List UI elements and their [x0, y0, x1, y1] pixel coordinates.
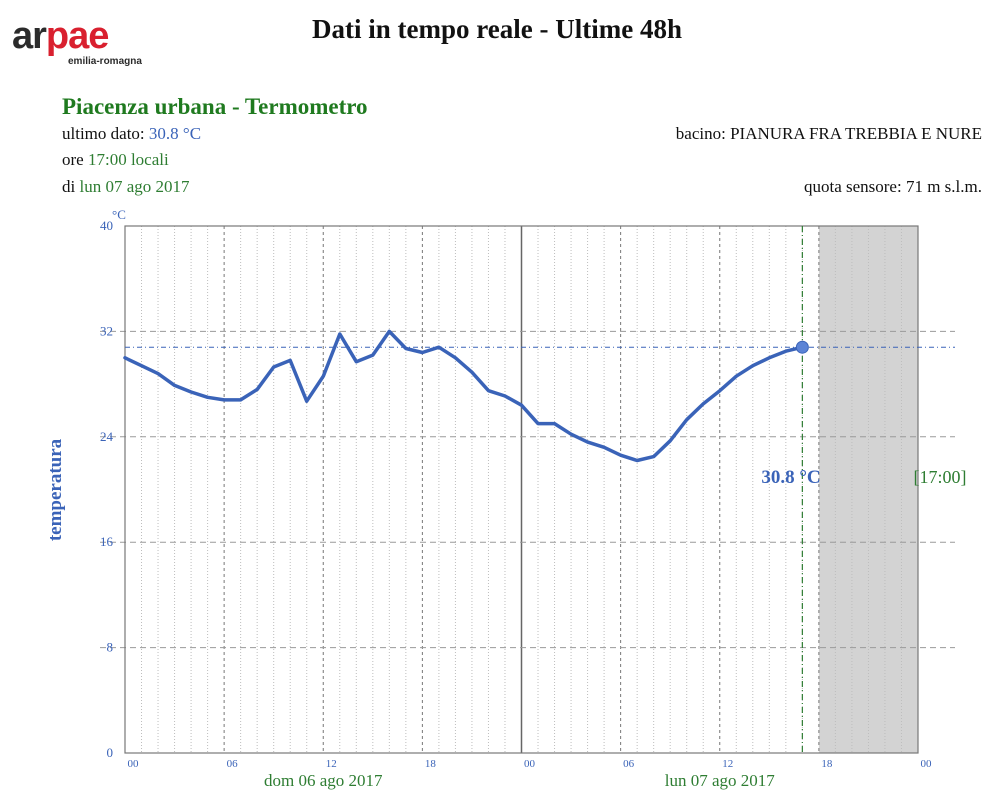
data-point [421, 351, 424, 354]
data-point [371, 353, 375, 357]
last-data-label: ultimo dato: [62, 124, 145, 143]
time-line: ore 17:00 locali [62, 150, 169, 170]
last-data-line: ultimo dato: 30.8 °C [62, 124, 201, 144]
last-point-marker [795, 340, 809, 354]
data-point [156, 372, 160, 375]
y-tick-label: 16 [100, 534, 114, 549]
basin-line: bacino: PIANURA FRA TREBBIA E NURE [676, 124, 982, 144]
date-line: di lun 07 ago 2017 [62, 177, 190, 197]
date-prefix: di [62, 177, 76, 196]
data-point [222, 398, 226, 402]
data-point [140, 364, 143, 367]
altitude-line: quota sensore: 71 m s.l.m. [804, 177, 982, 197]
data-point [668, 439, 672, 442]
data-point [388, 330, 391, 333]
y-tick-label: 40 [100, 218, 113, 233]
data-point [272, 365, 275, 369]
data-point [289, 359, 292, 362]
data-point [239, 398, 242, 402]
data-point [322, 374, 325, 378]
altitude-value: 71 m s.l.m. [905, 177, 982, 196]
y-axis-title: temperatura [45, 438, 66, 541]
plot-frame [124, 225, 919, 754]
y-tick-label: 24 [100, 429, 114, 444]
data-point [305, 400, 308, 403]
data-point [619, 454, 622, 457]
last-data-value: 30.8 °C [148, 124, 202, 143]
y-tick-label: 0 [107, 745, 114, 760]
date-value: lun 07 ago 2017 [79, 177, 190, 196]
data-point [487, 389, 490, 392]
data-point [404, 347, 408, 350]
data-point [652, 455, 655, 458]
data-point [454, 356, 457, 359]
data-point [520, 403, 523, 407]
data-point [338, 332, 341, 336]
x-tick-label: 12 [722, 758, 733, 770]
x-tick-label: 06 [623, 758, 635, 770]
y-tick-label: 32 [100, 323, 113, 338]
day-label: dom 06 ago 2017 [264, 771, 383, 790]
data-point [255, 388, 259, 391]
x-tick-label: 06 [227, 758, 239, 770]
data-point [569, 432, 573, 436]
y-unit-label: °C [112, 207, 126, 222]
altitude-label: quota sensore: [803, 177, 902, 196]
data-point [685, 418, 688, 421]
data-point [437, 346, 441, 349]
current-time-label: [17:00] [914, 467, 967, 487]
x-tick-label: 18 [425, 758, 437, 770]
data-point [189, 390, 193, 394]
data-point [586, 440, 589, 444]
data-point [602, 446, 606, 449]
logo-wordmark: arpae [12, 15, 109, 57]
time-value: 17:00 locali [87, 150, 169, 169]
temperature-chart: °C temperatura 0 8 16 24 32 40 00 06 12 18 00 06 12 1… [45, 207, 967, 790]
data-point [123, 356, 127, 359]
station-title: Piacenza urbana - Termometro [62, 94, 368, 119]
time-prefix: ore [62, 150, 84, 169]
data-point [735, 374, 738, 378]
day-label: lun 07 ago 2017 [665, 771, 776, 790]
data-point [718, 389, 721, 392]
x-tick-label: 00 [128, 758, 140, 770]
arpae-logo: arpae emilia-romagna [12, 14, 162, 74]
y-tick-label: 8 [107, 640, 114, 655]
data-point [751, 364, 754, 367]
x-tick-label: 12 [326, 758, 337, 770]
data-point [173, 384, 176, 387]
basin-label: bacino: [675, 124, 726, 143]
data-point [536, 422, 540, 425]
data-point [206, 396, 209, 399]
data-point [702, 402, 705, 406]
x-tick-label: 00 [921, 758, 933, 770]
data-point [553, 422, 556, 425]
temperature-series-line [123, 329, 805, 463]
page-title: Dati in tempo reale - Ultime 48h [312, 14, 682, 44]
x-tick-label: 18 [821, 758, 833, 770]
x-tick-label: 00 [524, 758, 536, 770]
data-point [503, 394, 507, 398]
basin-value: PIANURA FRA TREBBIA E NURE [730, 124, 982, 143]
data-point [470, 371, 474, 374]
data-point [784, 349, 788, 353]
data-point [635, 459, 639, 462]
data-point [768, 356, 771, 359]
logo-subtitle: emilia-romagna [68, 56, 142, 67]
current-value-label: 30.8 °C [761, 467, 820, 488]
data-point [355, 360, 358, 363]
